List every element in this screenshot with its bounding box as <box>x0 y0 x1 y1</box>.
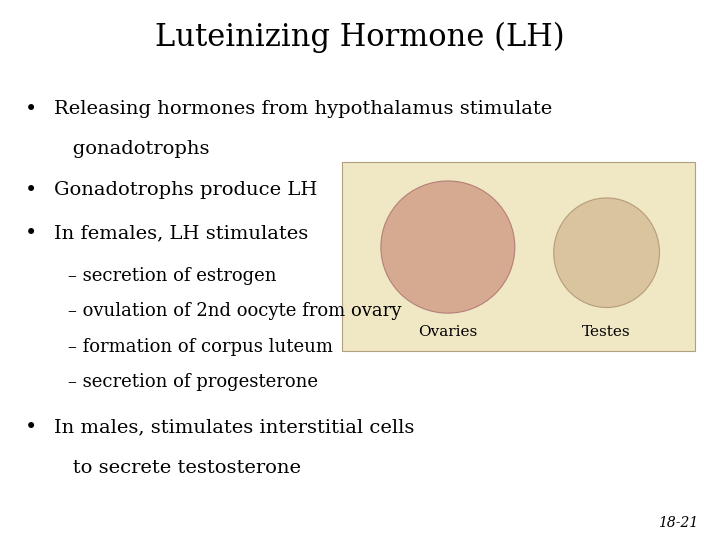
Text: •: • <box>25 418 37 437</box>
Text: – formation of corpus luteum: – formation of corpus luteum <box>68 338 333 355</box>
Text: Testes: Testes <box>582 325 631 339</box>
Text: gonadotrophs: gonadotrophs <box>54 140 210 158</box>
Ellipse shape <box>554 198 660 307</box>
Ellipse shape <box>381 181 515 313</box>
Text: Releasing hormones from hypothalamus stimulate: Releasing hormones from hypothalamus sti… <box>54 100 552 118</box>
Text: •: • <box>25 100 37 119</box>
Text: Luteinizing Hormone (LH): Luteinizing Hormone (LH) <box>156 22 564 53</box>
Text: Gonadotrophs produce LH: Gonadotrophs produce LH <box>54 181 318 199</box>
Bar <box>342 162 695 351</box>
Text: •: • <box>25 224 37 243</box>
Text: – ovulation of 2nd oocyte from ovary: – ovulation of 2nd oocyte from ovary <box>68 302 402 320</box>
Text: – secretion of estrogen: – secretion of estrogen <box>68 267 277 285</box>
Text: In females, LH stimulates: In females, LH stimulates <box>54 224 308 242</box>
Text: – secretion of progesterone: – secretion of progesterone <box>68 373 318 390</box>
Text: In males, stimulates interstitial cells: In males, stimulates interstitial cells <box>54 418 415 436</box>
Text: to secrete testosterone: to secrete testosterone <box>54 459 301 477</box>
Text: Ovaries: Ovaries <box>418 325 477 339</box>
Text: 18-21: 18-21 <box>658 516 698 530</box>
Text: •: • <box>25 181 37 200</box>
